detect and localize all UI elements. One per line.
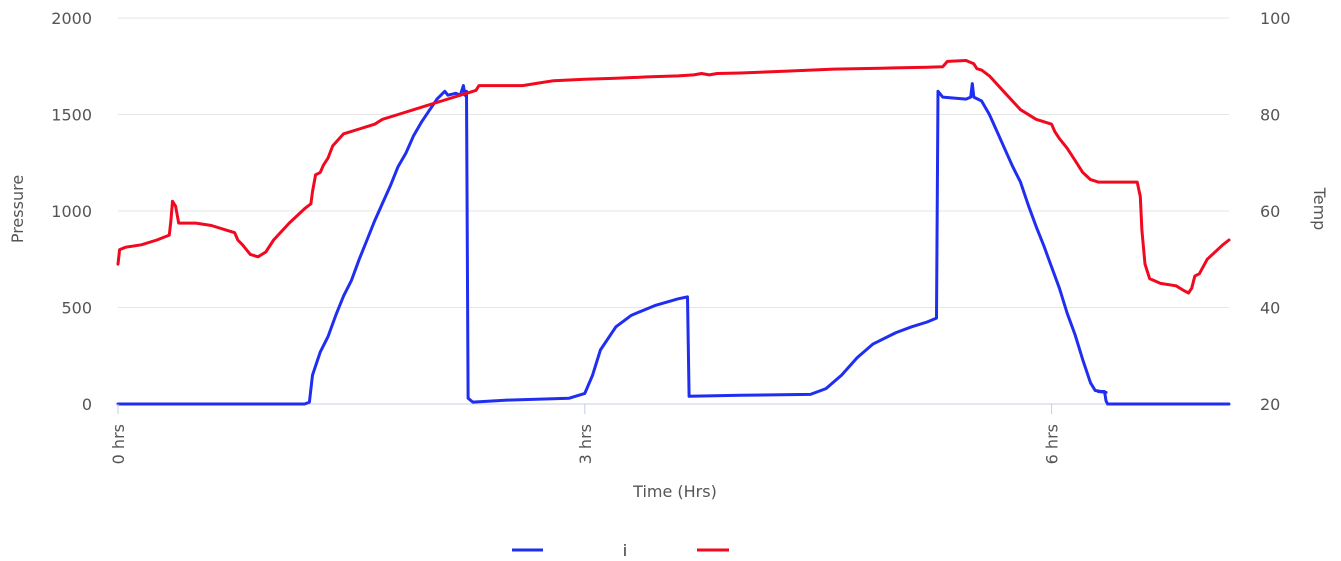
right-axis-title: Temp [1310, 187, 1329, 231]
right-tick-label: 80 [1260, 106, 1280, 125]
x-tick-label: 0 hrs [109, 424, 128, 464]
x-axis-title: Time (Hrs) [632, 482, 717, 501]
right-tick-label: 20 [1260, 395, 1280, 414]
right-tick-label: 100 [1260, 9, 1291, 28]
series-line-1[interactable] [116, 82, 1231, 406]
right-tick-label: 40 [1260, 299, 1280, 318]
left-tick-label: 500 [61, 299, 92, 318]
x-tick-label: 6 hrs [1043, 424, 1062, 464]
left-tick-label: 1000 [51, 202, 92, 221]
series-layer [116, 59, 1231, 406]
x-axis-ticks: 0 hrs 3 hrs 6 hrs [109, 404, 1062, 464]
legend: i [512, 541, 729, 560]
legend-separator: i [623, 541, 627, 560]
left-tick-label: 0 [82, 395, 92, 414]
left-tick-label: 1500 [51, 106, 92, 125]
left-axis-title: Pressure [8, 175, 27, 243]
series-line-2[interactable] [116, 59, 1231, 295]
x-tick-label: 3 hrs [576, 424, 595, 464]
left-tick-label: 2000 [51, 9, 92, 28]
right-axis-ticks: 20 40 60 80 100 [1260, 9, 1291, 414]
right-tick-label: 60 [1260, 202, 1280, 221]
left-axis-ticks: 0 500 1000 1500 2000 [51, 9, 92, 414]
